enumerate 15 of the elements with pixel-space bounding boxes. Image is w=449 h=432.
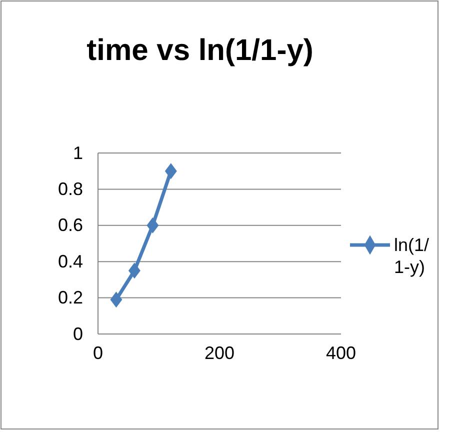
y-tick-label: 0.4: [58, 251, 83, 272]
x-tick-label: 400: [326, 342, 356, 363]
chart-title: time vs ln(1/1-y): [86, 34, 314, 67]
y-tick-label: 0.2: [58, 288, 83, 308]
legend-label: ln(1/1-y): [394, 235, 430, 277]
y-tick-label: 0: [72, 324, 83, 344]
y-tick-label: 1: [72, 142, 83, 163]
point: [110, 292, 122, 308]
point: [128, 262, 140, 279]
x-tick-label: 200: [204, 342, 235, 363]
point: [164, 163, 177, 180]
point: [146, 217, 159, 234]
x-tick-label: 0: [92, 342, 104, 363]
y-tick-label: 0.6: [58, 215, 83, 236]
y-tick-label: 0.8: [58, 178, 83, 199]
